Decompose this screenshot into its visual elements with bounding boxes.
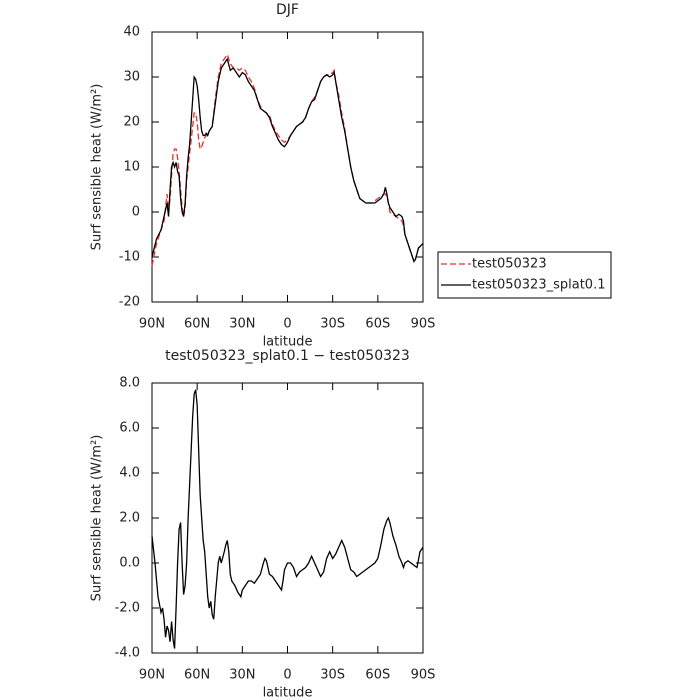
y-tick-label: 0.0 (119, 556, 140, 571)
x-tick-label: 90S (411, 317, 436, 332)
x-tick-label: 0 (283, 317, 291, 332)
data-line (151, 57, 424, 263)
x-tick-label: 0 (283, 668, 291, 683)
x-tick-label: 90S (411, 668, 436, 683)
data-line (151, 53, 424, 267)
chart-title: test050323_splat0.1 − test050323 (165, 348, 410, 364)
y-tick-label: 40 (123, 25, 140, 40)
x-axis-label: latitude (263, 335, 313, 350)
y-tick-label: 4.0 (119, 466, 140, 481)
x-axis-label: latitude (263, 686, 313, 700)
legend-box (437, 251, 612, 299)
y-tick-label: 0 (132, 205, 140, 220)
x-tick-label: 30N (229, 317, 255, 332)
y-tick-label: -2.0 (115, 601, 140, 616)
chart-title: DJF (276, 2, 299, 18)
legend-label: test050323_splat0.1 (472, 278, 605, 293)
y-tick-label: -10 (119, 250, 140, 265)
x-tick-label: 60N (184, 317, 210, 332)
y-tick-label: 2.0 (119, 511, 140, 526)
x-tick-label: 30N (229, 668, 255, 683)
x-tick-label: 60S (365, 317, 390, 332)
x-tick-label: 60S (365, 668, 390, 683)
y-tick-label: -20 (119, 295, 140, 310)
y-axis-label: Surf sensible heat (W/m²) (90, 435, 105, 602)
y-tick-label: 10 (123, 160, 140, 175)
data-line (151, 389, 424, 649)
legend-label: test050323 (472, 257, 547, 272)
x-tick-label: 90N (139, 317, 165, 332)
y-tick-label: 6.0 (119, 421, 140, 436)
y-tick-label: 20 (123, 115, 140, 130)
x-tick-label: 90N (139, 668, 165, 683)
x-tick-label: 30S (320, 668, 345, 683)
y-tick-label: 8.0 (119, 376, 140, 391)
y-tick-label: -4.0 (115, 646, 140, 661)
y-axis-label: Surf sensible heat (W/m²) (90, 84, 105, 251)
y-tick-label: 30 (123, 70, 140, 85)
plot-frame (151, 31, 424, 303)
x-tick-label: 30S (320, 317, 345, 332)
x-tick-label: 60N (184, 668, 210, 683)
